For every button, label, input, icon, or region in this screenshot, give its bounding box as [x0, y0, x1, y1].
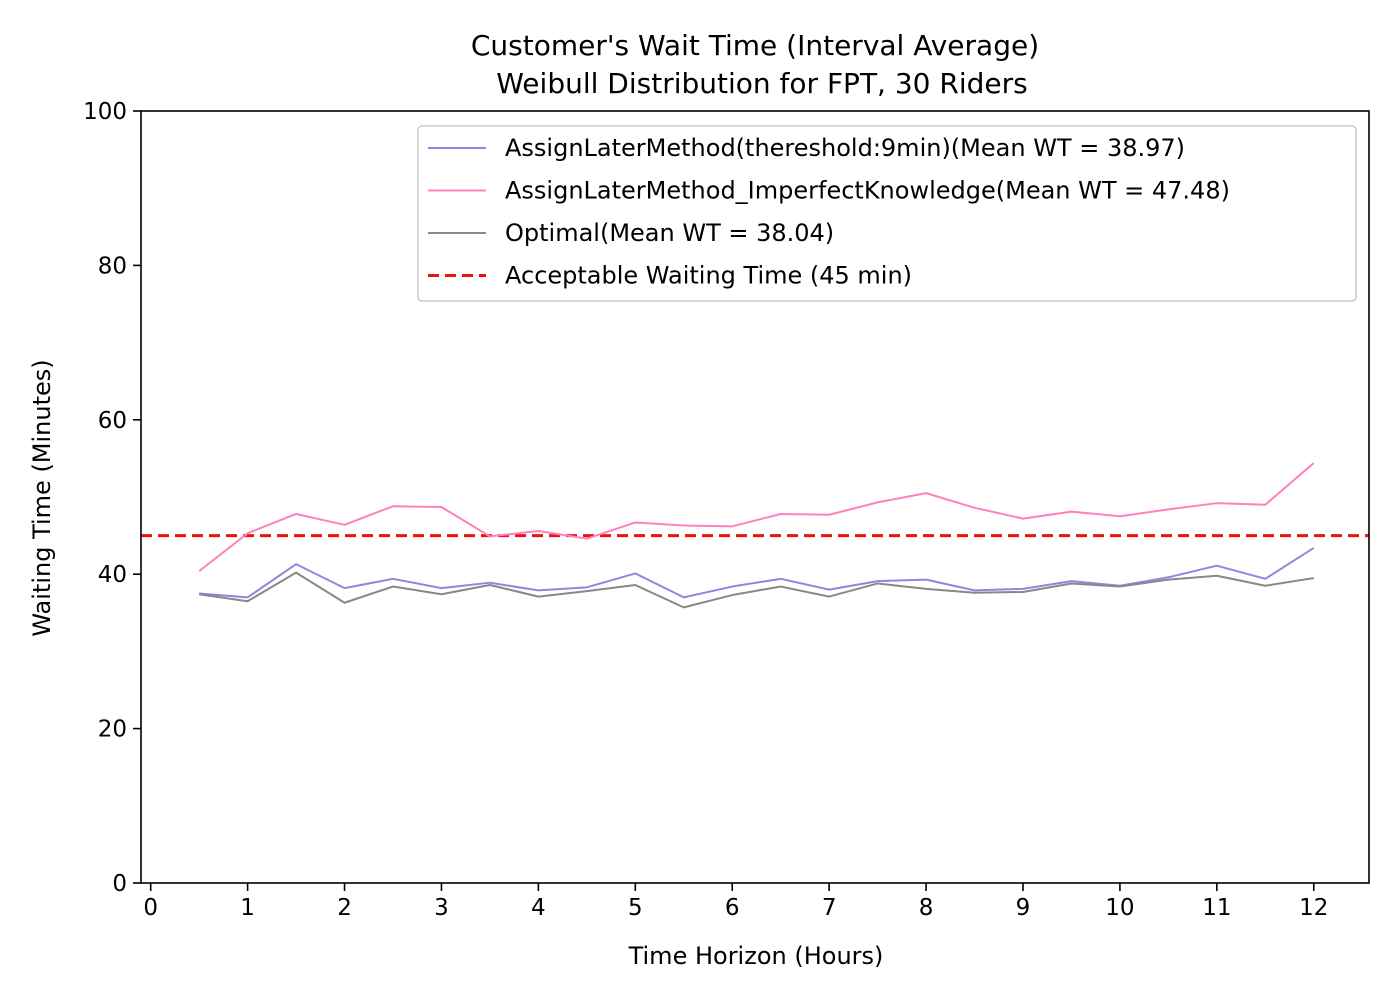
legend: AssignLaterMethod(thereshold:9min)(Mean …	[417, 125, 1357, 302]
x-tick-label: 2	[337, 895, 352, 921]
x-tick-label: 5	[628, 895, 643, 921]
legend-label: AssignLaterMethod_ImperfectKnowledge(Mea…	[505, 177, 1230, 205]
x-tick-label: 11	[1202, 895, 1231, 921]
x-tick-label: 12	[1299, 895, 1328, 921]
series-line-3	[199, 571, 1314, 609]
y-axis-ticks: 0 20 40 60 80 100	[83, 99, 141, 897]
legend-label: Optimal(Mean WT = 38.04)	[505, 219, 834, 247]
series-line-1	[199, 547, 1315, 599]
x-tick-label: 6	[725, 895, 740, 921]
x-axis-label: Time Horizon (Hours)	[628, 942, 884, 970]
legend-label: AssignLaterMethod(thereshold:9min)(Mean …	[505, 134, 1185, 162]
x-axis-ticks: 0 1 2 3 4 5 6 7 8 9 10 11 12	[143, 883, 1328, 921]
axes-frame	[140, 110, 1370, 884]
chart-title-line-1: Customer's Wait Time (Interval Average)	[471, 29, 1039, 62]
y-tick-label: 20	[98, 717, 127, 743]
legend-frame	[417, 125, 1357, 302]
series-layer	[198, 462, 1315, 609]
y-axis-label: Waiting Time (Minutes)	[28, 359, 56, 636]
y-tick-label: 0	[112, 871, 127, 897]
x-tick-label: 3	[434, 895, 449, 921]
x-tick-label: 4	[531, 895, 546, 921]
x-tick-label: 0	[143, 895, 158, 921]
x-tick-label: 7	[822, 895, 837, 921]
y-tick-label: 60	[98, 408, 127, 434]
legend-label: Acceptable Waiting Time (45 min)	[505, 262, 912, 290]
y-tick-label: 80	[98, 253, 127, 279]
x-tick-label: 8	[919, 895, 934, 921]
x-tick-label: 9	[1016, 895, 1031, 921]
x-tick-label: 1	[240, 895, 255, 921]
y-tick-label: 100	[83, 99, 127, 125]
y-tick-label: 40	[98, 562, 127, 588]
x-tick-label: 10	[1105, 895, 1134, 921]
chart-title-line-2: Weibull Distribution for FPT, 30 Riders	[496, 67, 1027, 100]
series-line-2	[198, 462, 1315, 572]
